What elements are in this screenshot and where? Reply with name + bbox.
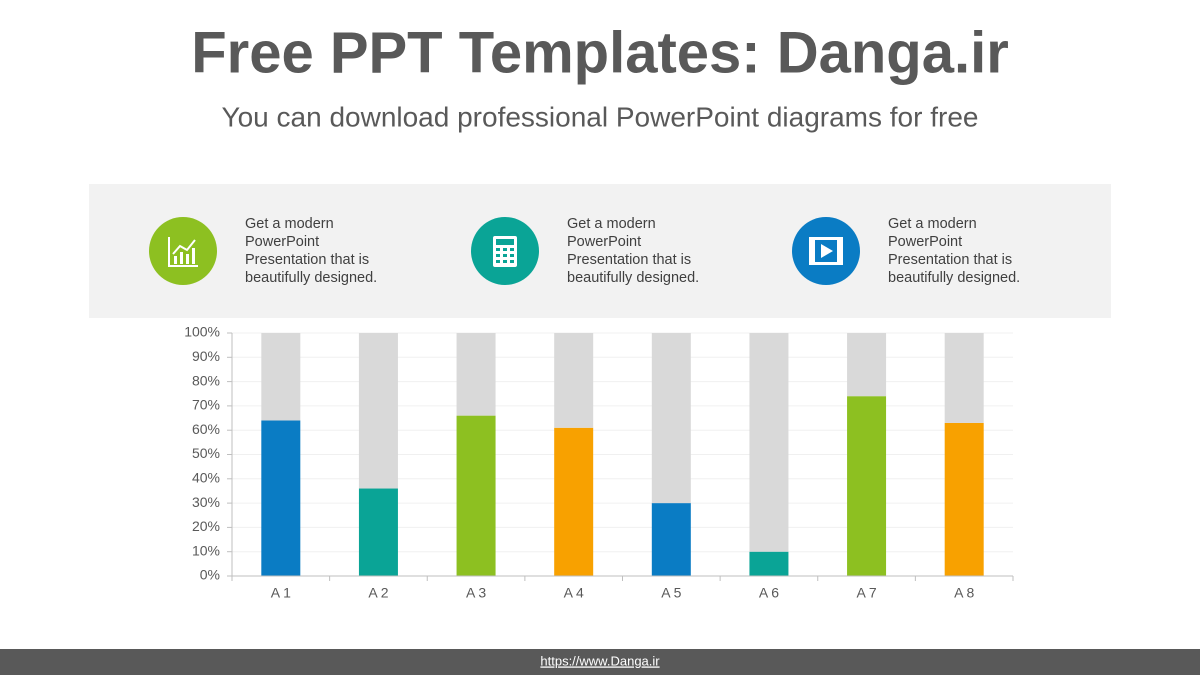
bar-segment — [944, 422, 984, 576]
bar-segment — [456, 415, 496, 576]
panel-text: beautifully designed. — [245, 270, 377, 286]
x-tick-label: A 2 — [368, 585, 388, 601]
bar-segment — [554, 427, 594, 576]
x-tick-label: A 5 — [661, 585, 681, 601]
bar-segment — [358, 333, 398, 489]
panel-text: PowerPoint — [245, 234, 319, 250]
y-tick-label: 40% — [192, 470, 220, 486]
y-tick-label: 80% — [192, 372, 220, 388]
x-tick-label: A 6 — [759, 585, 779, 601]
panel-text: Get a modern — [567, 216, 656, 232]
y-tick-label: 90% — [192, 348, 220, 364]
panel-text: PowerPoint — [888, 234, 962, 250]
icon-chart — [149, 217, 217, 285]
bar-segment — [261, 420, 301, 576]
panel-text: Get a modern — [245, 216, 334, 232]
y-tick-label: 10% — [192, 542, 220, 558]
panel-text: beautifully designed. — [567, 270, 699, 286]
y-tick-label: 0% — [200, 567, 220, 583]
bar-segment — [847, 396, 887, 576]
y-tick-label: 70% — [192, 397, 220, 413]
panel-text: Get a modern — [888, 216, 977, 232]
footer-link[interactable]: https://www.Danga.ir — [540, 653, 660, 668]
footer-bar — [0, 649, 1200, 675]
y-tick-label: 60% — [192, 421, 220, 437]
x-tick-label: A 7 — [856, 585, 876, 601]
x-tick-label: A 8 — [954, 585, 974, 601]
y-tick-label: 100% — [184, 324, 220, 340]
subtitle: You can download professional PowerPoint… — [222, 101, 979, 132]
info-panel — [89, 184, 1111, 318]
x-tick-label: A 4 — [564, 585, 584, 601]
bar-segment — [944, 333, 984, 423]
bar-segment — [651, 333, 691, 504]
icon-video — [792, 217, 860, 285]
bar-segment — [261, 333, 301, 421]
bar-segment — [554, 333, 594, 428]
panel-text: Presentation that is — [245, 252, 369, 268]
bar-segment — [749, 333, 789, 552]
bar-segment — [358, 488, 398, 576]
title: Free PPT Templates: Danga.ir — [191, 20, 1009, 85]
x-tick-label: A 3 — [466, 585, 486, 601]
icon-calculator — [471, 217, 539, 285]
panel-text: Presentation that is — [567, 252, 691, 268]
x-tick-label: A 1 — [271, 585, 291, 601]
bar-segment — [456, 333, 496, 416]
bar-segment — [847, 333, 887, 397]
y-tick-label: 30% — [192, 494, 220, 510]
bar-segment — [651, 503, 691, 576]
bar-segment — [749, 551, 789, 576]
panel-text: beautifully designed. — [888, 270, 1020, 286]
y-tick-label: 20% — [192, 518, 220, 534]
y-tick-label: 50% — [192, 445, 220, 461]
panel-text: PowerPoint — [567, 234, 641, 250]
panel-text: Presentation that is — [888, 252, 1012, 268]
